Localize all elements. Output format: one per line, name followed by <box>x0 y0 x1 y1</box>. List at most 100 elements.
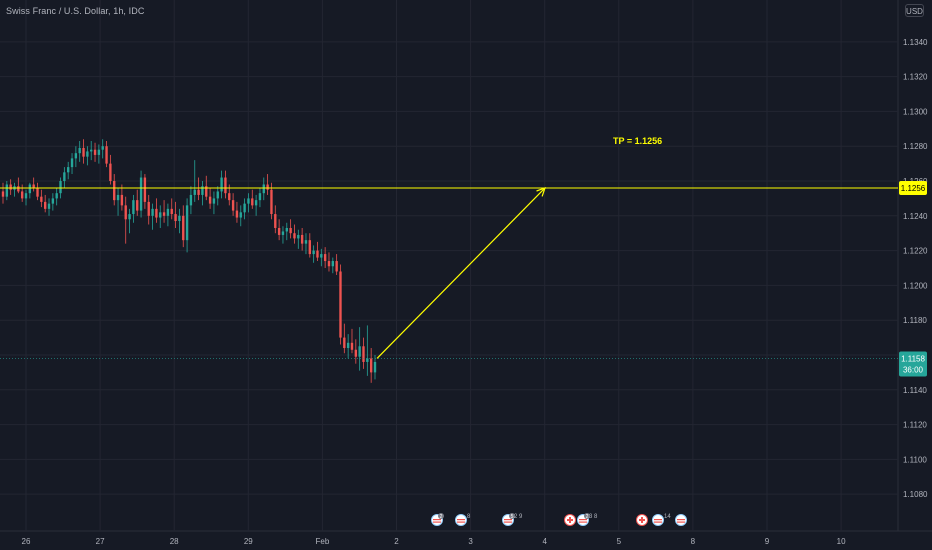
us-flag-icon[interactable] <box>431 514 443 526</box>
candle-body[interactable] <box>335 261 338 272</box>
swiss-flag-icon[interactable] <box>636 514 648 526</box>
candle-body[interactable] <box>47 203 51 209</box>
candle-body[interactable] <box>266 184 269 190</box>
candle-body[interactable] <box>90 149 93 152</box>
candle-body[interactable] <box>281 231 285 235</box>
candle-body[interactable] <box>293 233 296 239</box>
candle-body[interactable] <box>205 186 208 197</box>
candle-body[interactable] <box>193 189 196 195</box>
candle-body[interactable] <box>43 201 47 209</box>
candle-body[interactable] <box>139 177 143 211</box>
candle-body[interactable] <box>1 191 5 197</box>
currency-button[interactable]: USD <box>905 4 924 17</box>
candle-body[interactable] <box>262 184 265 194</box>
candle-body[interactable] <box>82 147 85 157</box>
candle-body[interactable] <box>216 191 219 199</box>
candle-body[interactable] <box>373 361 377 373</box>
candle-body[interactable] <box>136 200 139 211</box>
us-flag-icon[interactable] <box>455 514 467 526</box>
candle-body[interactable] <box>155 208 158 218</box>
candle-body[interactable] <box>197 189 200 195</box>
candle-body[interactable] <box>224 177 227 194</box>
candle-body[interactable] <box>40 196 43 202</box>
candle-body[interactable] <box>51 198 55 204</box>
candle-body[interactable] <box>362 346 365 362</box>
candle-body[interactable] <box>258 193 262 201</box>
candle-body[interactable] <box>143 177 147 202</box>
candle-body[interactable] <box>354 349 358 357</box>
candle-body[interactable] <box>358 346 361 357</box>
candle-body[interactable] <box>320 254 323 258</box>
candle-body[interactable] <box>274 214 277 228</box>
candle-body[interactable] <box>323 254 327 262</box>
candle-body[interactable] <box>366 358 369 362</box>
candle-body[interactable] <box>9 184 12 190</box>
candle-body[interactable] <box>97 149 101 155</box>
candle-body[interactable] <box>316 250 319 258</box>
candle-body[interactable] <box>32 184 35 188</box>
candle-body[interactable] <box>17 186 20 192</box>
candle-body[interactable] <box>170 208 173 215</box>
candle-body[interactable] <box>350 342 354 350</box>
candle-body[interactable] <box>147 201 150 216</box>
candle-body[interactable] <box>270 189 273 215</box>
candle-body[interactable] <box>339 271 342 338</box>
candle-body[interactable] <box>20 191 24 199</box>
candle-body[interactable] <box>5 184 9 197</box>
candle-body[interactable] <box>93 149 97 155</box>
candle-body[interactable] <box>235 210 239 218</box>
candle-body[interactable] <box>24 193 28 199</box>
candle-body[interactable] <box>109 163 112 182</box>
candle-body[interactable] <box>254 200 258 206</box>
candle-body[interactable] <box>346 342 350 349</box>
candle-body[interactable] <box>78 147 81 154</box>
candle-body[interactable] <box>86 151 89 157</box>
candle-body[interactable] <box>162 212 166 216</box>
target-arrow-line[interactable] <box>376 187 546 359</box>
candle-body[interactable] <box>59 181 62 194</box>
candle-body[interactable] <box>159 212 162 218</box>
candle-body[interactable] <box>312 250 315 255</box>
candle-body[interactable] <box>116 194 120 201</box>
candle-body[interactable] <box>151 208 154 216</box>
candle-body[interactable] <box>228 193 231 201</box>
candle-body[interactable] <box>189 194 193 206</box>
candle-body[interactable] <box>174 214 177 222</box>
candle-body[interactable] <box>327 261 331 267</box>
candle-body[interactable] <box>285 227 288 232</box>
candle-body[interactable] <box>343 337 346 349</box>
us-flag-icon[interactable] <box>652 514 664 526</box>
candle-body[interactable] <box>308 240 311 255</box>
us-flag-icon[interactable] <box>577 514 589 526</box>
candle-body[interactable] <box>247 198 250 204</box>
candle-body[interactable] <box>101 146 104 150</box>
candle-body[interactable] <box>124 205 127 220</box>
symbol-title[interactable]: Swiss Franc / U.S. Dollar, 1h, IDC <box>6 6 145 16</box>
candle-body[interactable] <box>55 193 58 199</box>
candle-body[interactable] <box>208 196 212 204</box>
candle-body[interactable] <box>105 146 108 164</box>
candle-body[interactable] <box>369 358 373 373</box>
candle-body[interactable] <box>231 200 235 211</box>
candle-body[interactable] <box>239 212 242 218</box>
candle-body[interactable] <box>166 208 170 216</box>
candle-body[interactable] <box>297 234 300 239</box>
candle-body[interactable] <box>277 227 281 235</box>
candle-body[interactable] <box>74 153 78 159</box>
candle-body[interactable] <box>304 240 308 244</box>
candle-body[interactable] <box>251 198 254 206</box>
candle-body[interactable] <box>120 194 124 206</box>
candle-body[interactable] <box>178 215 181 222</box>
candle-body[interactable] <box>128 214 131 220</box>
candle-body[interactable] <box>300 234 304 244</box>
candle-body[interactable] <box>185 205 189 241</box>
us-flag-icon[interactable] <box>675 514 687 526</box>
candle-body[interactable] <box>220 177 223 192</box>
candle-body[interactable] <box>331 261 335 267</box>
candle-body[interactable] <box>13 186 16 190</box>
candle-body[interactable] <box>67 167 70 173</box>
candle-body[interactable] <box>63 172 66 182</box>
candle-body[interactable] <box>28 184 32 194</box>
